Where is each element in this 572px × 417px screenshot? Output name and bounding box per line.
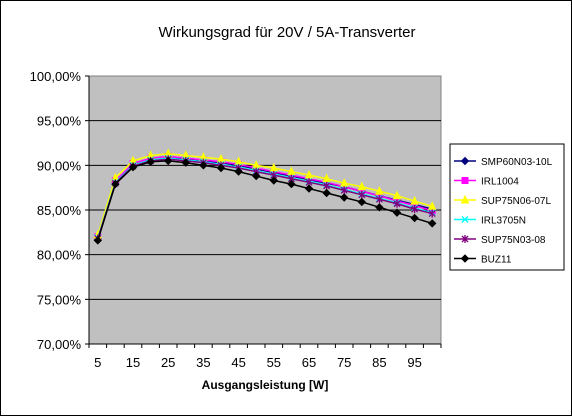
x-tick-label: 55 — [267, 355, 281, 370]
data-point — [461, 177, 469, 184]
data-point — [111, 179, 120, 189]
data-point — [460, 156, 470, 166]
y-tick-label: 70,00% — [37, 337, 82, 352]
x-tick-label: 85 — [372, 355, 386, 370]
x-tick-label: 15 — [126, 355, 140, 370]
data-point — [216, 163, 226, 173]
data-point — [234, 167, 243, 176]
legend-label: BUZ11 — [481, 255, 512, 266]
legend-item: IRL1004 — [454, 177, 519, 188]
legend-item: IRL3705N — [454, 216, 526, 227]
legend-label: SMP60N03-10L — [481, 157, 553, 168]
data-point — [322, 173, 331, 183]
x-tick-label: 35 — [196, 355, 210, 370]
series-line — [97, 157, 433, 238]
legend-item: BUZ11 — [454, 254, 512, 266]
data-point — [358, 190, 366, 199]
data-point — [375, 195, 383, 204]
y-tick-label: 100,00% — [30, 69, 82, 84]
data-point — [427, 219, 437, 228]
legend-label: SUP75N06-07L — [481, 196, 551, 207]
data-point — [322, 188, 331, 198]
data-point — [146, 157, 155, 166]
x-axis: 5 15 25 35 45 55 65 75 85 95 — [88, 343, 442, 370]
data-point — [304, 184, 314, 193]
chart-title: Wirkungsgrad für 20V / 5A-Transverter — [158, 24, 415, 41]
x-tick-label: 25 — [161, 355, 175, 370]
y-tick-label: 95,00% — [37, 114, 82, 129]
series-line — [97, 152, 433, 236]
data-point — [339, 178, 349, 187]
x-tick-label: 5 — [94, 355, 101, 370]
series-buz11 — [93, 156, 437, 245]
data-point — [357, 181, 367, 191]
data-point — [287, 166, 296, 176]
series-layer — [93, 148, 437, 245]
data-point — [392, 190, 402, 200]
data-point — [339, 193, 349, 202]
data-point — [128, 162, 138, 172]
data-point — [323, 181, 331, 190]
y-tick-label: 90,00% — [37, 158, 82, 173]
data-point — [375, 186, 384, 195]
legend-item: SMP60N03-10L — [454, 156, 553, 168]
x-tick-label: 45 — [231, 355, 245, 370]
legend-box — [449, 143, 565, 271]
data-point — [411, 205, 419, 214]
data-point — [461, 235, 469, 243]
legend-label: SUP75N03-08 — [481, 235, 546, 246]
data-point — [461, 216, 469, 223]
legend-item: SUP75N03-08 — [454, 235, 546, 246]
x-tick-label: 95 — [407, 355, 421, 370]
data-point — [93, 236, 103, 245]
x-tick-label: 65 — [302, 355, 316, 370]
y-tick-label: 80,00% — [37, 248, 82, 263]
data-point — [163, 156, 173, 166]
data-point — [410, 213, 419, 223]
y-tick-label: 75,00% — [37, 292, 82, 307]
data-point — [287, 179, 296, 189]
data-point — [199, 161, 208, 170]
y-axis: 70,00% 75,00% 80,00% 85,00% 90,00% 95,00% 100,… — [30, 69, 90, 352]
x-tick-label: 75 — [337, 355, 351, 370]
data-point — [393, 199, 401, 208]
x-axis-label: Ausgangsleistung [W] — [202, 378, 329, 392]
legend-item: SUP75N06-07L — [454, 194, 551, 207]
data-point — [460, 254, 470, 263]
grid-lines — [89, 120, 441, 300]
data-point — [375, 203, 384, 212]
data-point — [428, 209, 436, 218]
data-point — [269, 176, 279, 185]
data-point — [269, 162, 279, 172]
data-point — [340, 186, 348, 195]
data-point — [460, 194, 470, 204]
legend-label: IRL1004 — [481, 177, 519, 188]
data-point — [427, 201, 437, 210]
data-point — [392, 208, 402, 217]
data-point — [410, 195, 419, 205]
legend-label: IRL3705N — [481, 216, 526, 227]
data-point — [357, 197, 367, 207]
legend: SMP60N03-10L IRL1004 SUP75N06-07L IRL3705N S… — [449, 143, 565, 271]
y-tick-label: 85,00% — [37, 203, 82, 218]
data-point — [304, 170, 314, 179]
data-point — [251, 171, 261, 181]
data-point — [181, 158, 191, 167]
